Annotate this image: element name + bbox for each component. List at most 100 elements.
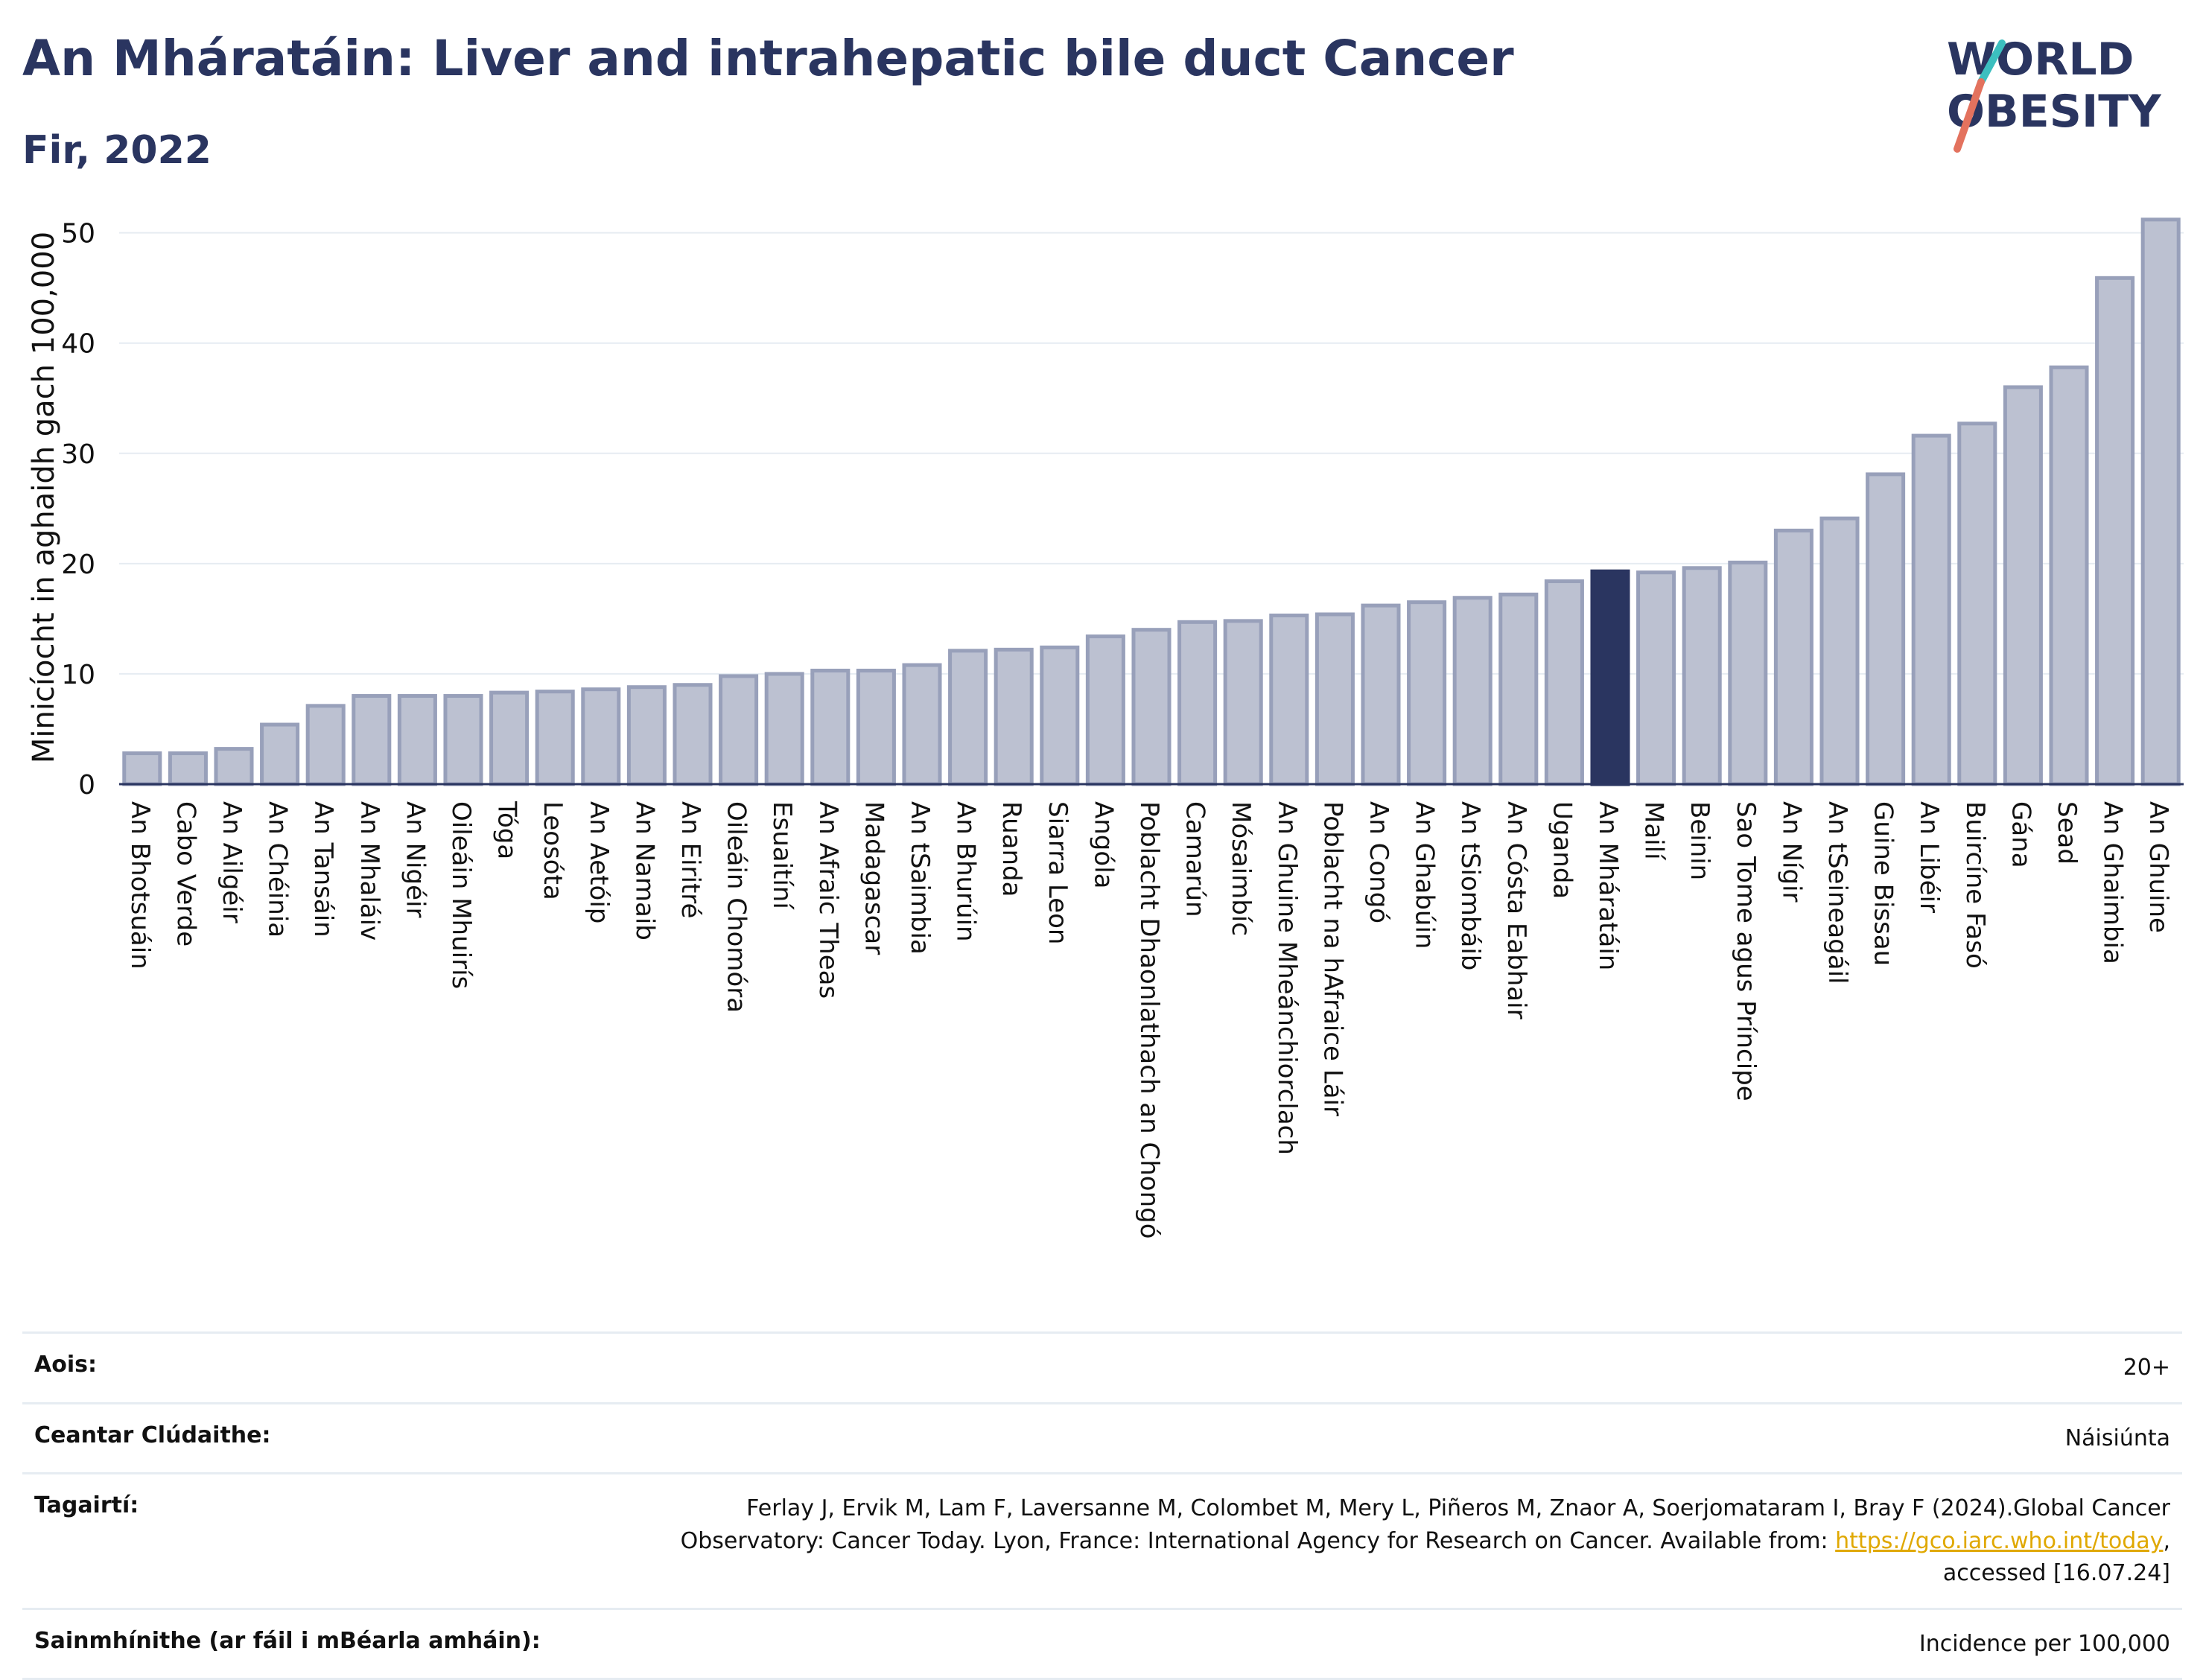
meta-value: Incidence per 100,000 <box>1919 1628 2170 1661</box>
meta-label: Aois: <box>34 1352 97 1378</box>
x-tick-label: An Ailgéir <box>217 801 247 923</box>
x-tick-label: An Mhaláiv <box>355 801 384 941</box>
bar <box>1730 562 1766 784</box>
bar <box>1638 573 1674 784</box>
bar <box>1317 614 1352 784</box>
x-tick-label: Poblacht Dhaonlathach an Chongó <box>1134 801 1164 1239</box>
bar <box>492 693 527 784</box>
bar <box>2005 387 2041 784</box>
x-tick-label: Gána <box>2006 801 2035 868</box>
bar <box>170 754 206 784</box>
meta-value-references: Ferlay J, Ervik M, Lam F, Laversanne M, … <box>606 1492 2170 1590</box>
bar <box>1822 518 1857 784</box>
x-tick-label: Esuaitíní <box>767 801 797 910</box>
y-tick-label: 0 <box>78 770 95 801</box>
bar <box>1684 568 1720 784</box>
bar <box>445 696 481 784</box>
bar <box>858 670 894 784</box>
x-tick-label: Uganda <box>1547 801 1577 899</box>
meta-label: Tagairtí: <box>34 1492 139 1518</box>
x-tick-label: An Afraic Theas <box>813 801 843 999</box>
x-tick-label: An Bhurúin <box>951 801 981 942</box>
bar <box>1913 436 1949 784</box>
x-tick-label: An Chéinia <box>263 801 293 938</box>
x-tick-label: An Ghabúin <box>1410 801 1440 949</box>
x-tick-label: Ruanda <box>996 801 1026 897</box>
x-tick-label: Camarún <box>1180 801 1210 917</box>
x-tick-label: Oileáin Chomóra <box>722 801 751 1013</box>
x-tick-label: Buircíne Fasó <box>1960 801 1990 969</box>
x-tick-label: Leosóta <box>538 801 568 900</box>
x-tick-label: An Tansáin <box>308 801 338 938</box>
bar <box>1134 630 1169 784</box>
meta-row-references: Tagairtí: Ferlay J, Ervik M, Lam F, Lave… <box>22 1472 2182 1608</box>
x-tick-label: An Ghuine <box>2143 801 2173 933</box>
x-tick-label: An tSiombáib <box>1455 801 1485 970</box>
meta-label: Ceantar Clúdaithe: <box>34 1422 271 1448</box>
bar <box>950 651 986 784</box>
bar <box>2051 367 2087 784</box>
bar <box>721 676 757 784</box>
x-tick-label: An Libéir <box>1914 801 1944 913</box>
bar <box>996 649 1031 784</box>
bar <box>308 706 343 784</box>
bar <box>1959 424 1995 784</box>
x-tick-label: Sao Tome agus Príncipe <box>1731 801 1761 1101</box>
x-tick-label: Tóga <box>492 801 522 859</box>
bar <box>1271 615 1307 784</box>
bar <box>1042 647 1078 784</box>
bar <box>583 690 619 784</box>
x-tick-label: Siarra Leon <box>1043 801 1072 944</box>
bar <box>904 665 940 784</box>
x-tick-label: An Ghuine Mheánchiorclach <box>1272 801 1302 1155</box>
x-tick-label: Guine Bissau <box>1869 801 1898 966</box>
reference-link[interactable]: https://gco.iarc.who.int/today <box>1835 1528 2163 1554</box>
x-tick-label: Oileáin Mhuirís <box>446 801 476 989</box>
bar <box>1501 594 1536 784</box>
x-tick-label: Cabo Verde <box>171 801 200 946</box>
x-tick-label: An Aetóip <box>584 801 614 923</box>
x-tick-label: An Eiritré <box>675 801 705 918</box>
bar <box>813 670 848 784</box>
bar <box>1180 622 1215 784</box>
meta-row-definitions: Sainmhínithe (ar fáil i mBéarla amháin):… <box>22 1608 2182 1680</box>
y-tick-label: 30 <box>61 439 95 470</box>
x-tick-label: Poblacht na hAfraice Láir <box>1317 801 1347 1116</box>
bar <box>1455 598 1490 784</box>
bar <box>354 696 390 784</box>
x-tick-label: An Nigéir <box>400 801 430 917</box>
bar <box>2143 220 2178 784</box>
bar <box>216 749 252 784</box>
y-tick-label: 40 <box>61 329 95 360</box>
bar <box>1868 474 1904 784</box>
y-axis-label: Minicíocht in aghaidh gach 100,000 <box>27 232 61 763</box>
meta-row-area: Ceantar Clúdaithe: Náisiúnta <box>22 1402 2182 1473</box>
bar <box>2097 278 2133 784</box>
bar <box>262 725 298 784</box>
meta-row-age: Aois: 20+ <box>22 1331 2182 1402</box>
x-tick-label: Mósaimbíc <box>1226 801 1256 936</box>
bar <box>1409 602 1445 784</box>
x-tick-label: An tSaimbia <box>905 801 935 955</box>
x-tick-label: An Congó <box>1364 801 1393 923</box>
x-tick-label: An Namaib <box>629 801 659 941</box>
x-axis-tick-labels: An Bhotsuáin Cabo Verde An Ailgéir An Chéin… <box>125 801 2173 1239</box>
bar <box>1087 637 1123 784</box>
x-tick-label: Beinin <box>1685 801 1714 880</box>
x-tick-label: Sead <box>2052 801 2082 865</box>
x-tick-label: An Bhotsuáin <box>125 801 155 970</box>
meta-value: Náisiúnta <box>2065 1422 2170 1455</box>
bar <box>766 674 802 784</box>
y-tick-label: 10 <box>61 660 95 690</box>
bar <box>1546 582 1582 784</box>
y-tick-label: 20 <box>61 550 95 580</box>
meta-value: 20+ <box>2123 1352 2170 1384</box>
x-tick-label: An Cósta Eabhair <box>1501 801 1531 1019</box>
bar <box>537 692 573 784</box>
meta-label: Sainmhínithe (ar fáil i mBéarla amháin): <box>34 1628 541 1654</box>
bar-highlight <box>1592 571 1628 784</box>
x-tick-label: Madagascar <box>859 801 888 955</box>
x-tick-label: An tSeineagáil <box>1822 801 1852 984</box>
